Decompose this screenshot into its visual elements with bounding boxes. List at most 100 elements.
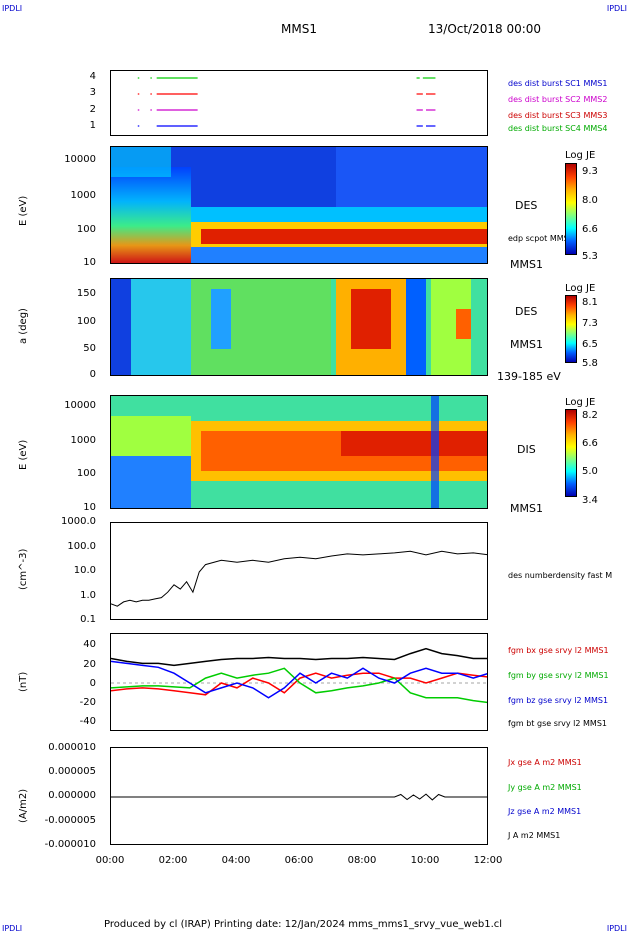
des-e-colorbar [565,163,577,255]
dens-ytick-1: 1.0 [80,590,96,601]
corner-logo-right-bottom: IPDLI [606,924,627,933]
xtick-1: 02:00 [158,855,188,866]
pa-label-des: DES [515,305,538,318]
pa-cb-tick-0: 8.1 [582,297,598,308]
dis-e-ytick-1000: 1000 [70,435,96,446]
des-e-label-des: DES [515,199,538,212]
b-legend-by: fgm by gse srvy l2 MMS1 [508,671,609,680]
des-e-label-scpot: edp scpot MMS1 [508,234,574,243]
des-e-ytick-100: 100 [76,224,96,235]
dis-colorbar-title: Log JE [565,397,596,408]
dens-ytick-100: 100.0 [67,541,96,552]
j-ytick-0: 0.000010 [48,742,96,753]
density-plot [111,550,487,607]
dis-e-ytick-100: 100 [76,468,96,479]
burst-legend-1: des dist burst SC1 MMS1 [508,79,608,88]
dens-ylabel: (cm^-3) [18,548,29,590]
b-legend-bx: fgm bx gse srvy l2 MMS1 [508,646,609,655]
dis-cb-tick-0: 8.2 [582,410,598,421]
dis-cb-tick-1: 6.6 [582,438,598,449]
burst-legend-2: des dist burst SC2 MMS2 [508,95,608,104]
dis-e-ylabel: E (eV) [18,439,29,470]
xtick-5: 10:00 [410,855,440,866]
burst-legend-3: des dist burst SC3 MMS3 [508,111,608,120]
current-line [111,793,487,801]
pa-ytick-50: 50 [83,343,96,354]
dis-e-label-dis: DIS [517,443,536,456]
pa-ytick-150: 150 [76,288,96,299]
xtick-3: 06:00 [284,855,314,866]
corner-logo-right: IPDLI [606,4,627,13]
des-e-ytick-1000: 1000 [70,190,96,201]
j-legend-jx: Jx gse A m2 MMS1 [508,758,582,767]
pa-ytick-100: 100 [76,316,96,327]
pa-label-mms1: MMS1 [510,338,543,351]
burst-ytick-2: 2 [89,104,96,115]
des-energy-panel [110,146,488,264]
j-ytick-3: -0.000005 [44,815,96,826]
burst-ytick-1: 1 [89,120,96,131]
des-e-ylabel: E (eV) [18,195,29,226]
b-ytick-0: 0 [89,678,96,689]
footer-text: Produced by cl (IRAP) Printing date: 12/… [104,919,503,930]
des-e-cb-tick-1: 8.0 [582,195,598,206]
density-panel [110,522,488,620]
b-ytick-minus40: -40 [79,716,96,727]
dis-cb-tick-3: 3.4 [582,495,598,506]
des-e-cb-tick-3: 5.3 [582,251,598,262]
j-legend-j: J A m2 MMS1 [508,831,561,840]
pa-label-energy: 139-185 eV [497,370,561,383]
bfield-series-1 [111,667,487,704]
b-ytick-20: 20 [83,659,96,670]
b-ylabel: (nT) [18,671,29,692]
dens-ytick-0.1: 0.1 [80,614,96,625]
j-ytick-4: -0.000010 [44,839,96,850]
des-pa-panel [110,278,488,376]
des-e-label-mms1: MMS1 [510,258,543,271]
pa-cb-tick-3: 5.8 [582,358,598,369]
corner-logo-left-bottom: IPDLI [2,924,23,933]
des-pa-heatmap [111,279,487,375]
pa-colorbar [565,295,577,363]
j-legend-jy: Jy gse A m2 MMS1 [508,783,582,792]
dis-colorbar [565,409,577,497]
xtick-4: 08:00 [347,855,377,866]
current-plot [111,793,487,801]
pa-cb-tick-2: 6.5 [582,339,598,350]
header-date: 13/Oct/2018 00:00 [428,22,542,36]
bfield-series-0 [111,672,487,696]
burst-ytick-3: 3 [89,87,96,98]
burst-legend-4: des dist burst SC4 MMS4 [508,124,608,133]
j-ytick-2: 0.000000 [48,790,96,801]
bfield-series-3 [111,647,487,667]
dens-ytick-10: 10.0 [73,565,96,576]
j-legend-jz: Jz gse A m2 MMS1 [508,807,582,816]
pa-ytick-0: 0 [89,369,96,380]
b-legend-bt: fgm bt gse srvy l2 MMS1 [508,719,607,728]
corner-logo-left: IPDLI [2,4,23,13]
header-spacecraft: MMS1 [281,22,317,36]
des-e-cb-tick-2: 6.6 [582,224,598,235]
des-energy-heatmap [111,147,487,263]
j-ylabel: (A/m2) [18,788,29,823]
dis-cb-tick-2: 5.0 [582,466,598,477]
des-e-ytick-10: 10 [83,257,96,268]
dis-energy-heatmap [111,396,487,508]
des-e-cb-tick-0: 9.3 [582,166,598,177]
pa-ylabel: a (deg) [18,308,29,344]
dens-ytick-1000: 1000.0 [61,516,96,527]
burst-panel [110,70,488,136]
dens-legend: des numberdensity fast M [508,571,613,580]
des-e-ytick-10000: 10000 [64,154,96,165]
dis-e-ytick-10000: 10000 [64,400,96,411]
xtick-0: 00:00 [95,855,125,866]
burst-plot [137,77,436,127]
dis-energy-panel [110,395,488,509]
xtick-6: 12:00 [473,855,503,866]
current-panel [110,747,488,845]
b-legend-bz: fgm bz gse srvy l2 MMS1 [508,696,609,705]
pa-cb-tick-1: 7.3 [582,318,598,329]
b-ytick-40: 40 [83,639,96,650]
burst-ytick-4: 4 [89,71,96,82]
des-e-colorbar-title: Log JE [565,150,596,161]
